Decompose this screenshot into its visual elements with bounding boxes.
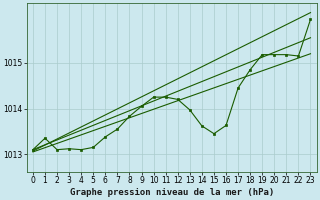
X-axis label: Graphe pression niveau de la mer (hPa): Graphe pression niveau de la mer (hPa) [69,188,274,197]
